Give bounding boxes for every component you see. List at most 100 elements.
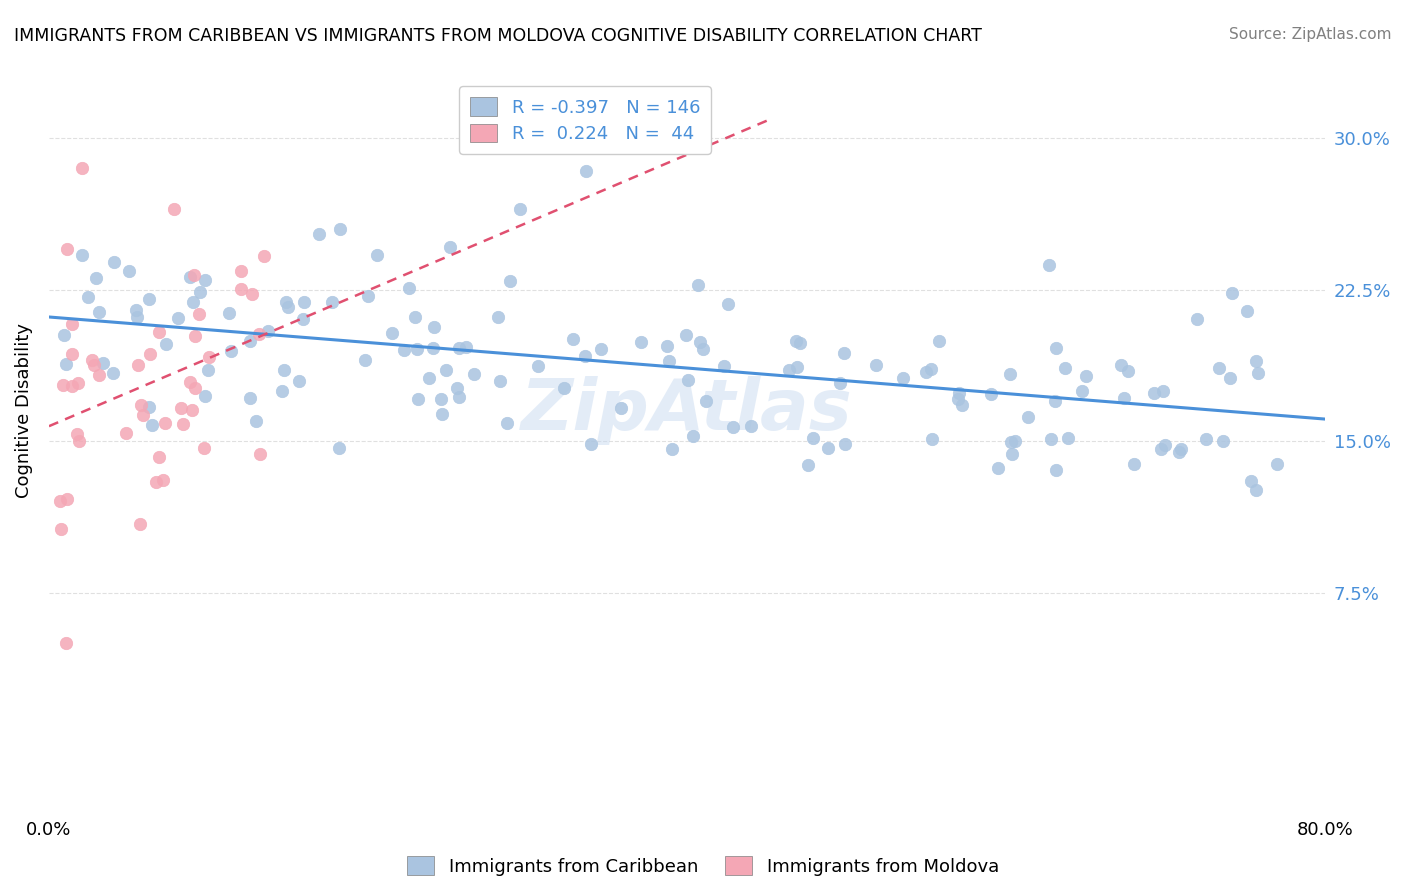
Point [688, 278, 710, 293]
Point [184, 329, 207, 343]
Point [145, 475, 167, 489]
Point [1247, 366, 1270, 380]
Point [1038, 258, 1060, 272]
Point [329, 222, 352, 236]
Point [430, 392, 453, 406]
Point [920, 362, 942, 376]
Point [139, 347, 162, 361]
Point [155, 416, 177, 430]
Point [1208, 360, 1230, 375]
Point [179, 269, 201, 284]
Point [231, 264, 253, 278]
Point [1116, 364, 1139, 378]
Point [194, 389, 217, 403]
Point [786, 360, 808, 375]
Point [180, 403, 202, 417]
Point [817, 441, 839, 455]
Point [67, 434, 90, 448]
Point [91, 356, 114, 370]
Point [52, 377, 75, 392]
Point [118, 264, 141, 278]
Point [141, 418, 163, 433]
Point [682, 429, 704, 443]
Point [928, 334, 950, 348]
Point [486, 310, 509, 324]
Point [463, 367, 485, 381]
Point [1109, 359, 1132, 373]
Point [1236, 304, 1258, 318]
Point [288, 374, 311, 388]
Point [1244, 353, 1267, 368]
Point [509, 202, 531, 216]
Point [579, 437, 602, 451]
Point [249, 447, 271, 461]
Point [1054, 360, 1077, 375]
Point [1045, 393, 1067, 408]
Point [194, 273, 217, 287]
Point [1265, 457, 1288, 471]
Point [152, 473, 174, 487]
Point [132, 408, 155, 422]
Point [193, 441, 215, 455]
Point [740, 419, 762, 434]
Point [661, 442, 683, 457]
Point [1219, 370, 1241, 384]
Point [1185, 311, 1208, 326]
Point [418, 370, 440, 384]
Point [785, 334, 807, 348]
Point [1123, 457, 1146, 471]
Point [273, 363, 295, 377]
Point [689, 334, 711, 349]
Point [292, 295, 315, 310]
Point [127, 310, 149, 324]
Point [148, 325, 170, 339]
Point [354, 353, 377, 368]
Text: ZipAtlas: ZipAtlas [522, 376, 853, 445]
Point [197, 350, 219, 364]
Point [89, 305, 111, 319]
Point [713, 359, 735, 373]
Point [56, 242, 79, 256]
Point [218, 306, 240, 320]
Point [439, 239, 461, 253]
Point [66, 426, 89, 441]
Point [987, 461, 1010, 475]
Point [1039, 432, 1062, 446]
Point [789, 335, 811, 350]
Point [239, 334, 262, 348]
Point [129, 517, 152, 532]
Text: Source: ZipAtlas.com: Source: ZipAtlas.com [1229, 27, 1392, 42]
Point [489, 375, 512, 389]
Point [172, 417, 194, 431]
Point [60, 378, 83, 392]
Point [950, 399, 973, 413]
Point [915, 366, 938, 380]
Point [1076, 369, 1098, 384]
Point [55, 491, 77, 506]
Point [124, 303, 146, 318]
Point [574, 349, 596, 363]
Point [163, 202, 186, 216]
Point [49, 522, 72, 536]
Point [553, 381, 575, 395]
Point [101, 366, 124, 380]
Point [675, 328, 697, 343]
Point [219, 343, 242, 358]
Point [60, 347, 83, 361]
Point [803, 430, 825, 444]
Point [865, 358, 887, 372]
Point [1143, 386, 1166, 401]
Point [138, 292, 160, 306]
Point [526, 359, 548, 373]
Point [830, 376, 852, 390]
Point [166, 311, 188, 326]
Point [239, 391, 262, 405]
Point [658, 353, 681, 368]
Point [948, 385, 970, 400]
Point [249, 326, 271, 341]
Point [231, 282, 253, 296]
Point [103, 255, 125, 269]
Y-axis label: Cognitive Disability: Cognitive Disability [15, 323, 32, 499]
Point [446, 381, 468, 395]
Point [717, 296, 740, 310]
